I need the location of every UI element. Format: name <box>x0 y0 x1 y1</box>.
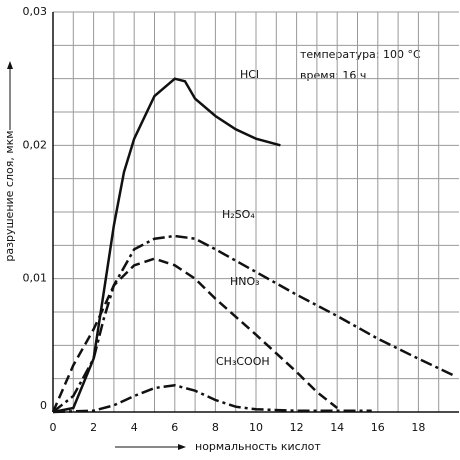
y-tick-label: 0,02 <box>23 138 48 151</box>
x-tick-label: 0 <box>50 421 57 434</box>
series-line <box>52 384 372 414</box>
y-axis-label: разрушение слоя, мкм <box>3 130 16 261</box>
x-axis-label: нормальность кислот <box>195 440 321 453</box>
x-tick-label: 6 <box>171 421 178 434</box>
series-line <box>51 257 338 413</box>
series-line <box>52 77 281 414</box>
y-tick-label: 0,01 <box>23 272 48 285</box>
series-label: CH₃COOH <box>216 355 270 368</box>
series-label: H₂SO₄ <box>222 208 255 221</box>
y-tick-label: 0 <box>40 399 47 412</box>
x-tick-label: 12 <box>290 421 304 434</box>
x-tick-label: 8 <box>212 421 219 434</box>
series-label: HNO₃ <box>230 275 260 288</box>
x-tick-label: 4 <box>131 421 138 434</box>
annotation: время: 16 ч <box>300 69 366 82</box>
annotation: температура: 100 °C <box>300 48 421 61</box>
series-label: HCl <box>240 68 259 81</box>
x-tick-label: 14 <box>330 421 344 434</box>
x-tick-label: 10 <box>249 421 263 434</box>
y-tick-label: 0,03 <box>23 5 48 18</box>
x-tick-label: 18 <box>411 421 425 434</box>
series-line <box>52 234 456 413</box>
x-tick-label: 16 <box>371 421 385 434</box>
x-tick-label: 2 <box>90 421 97 434</box>
